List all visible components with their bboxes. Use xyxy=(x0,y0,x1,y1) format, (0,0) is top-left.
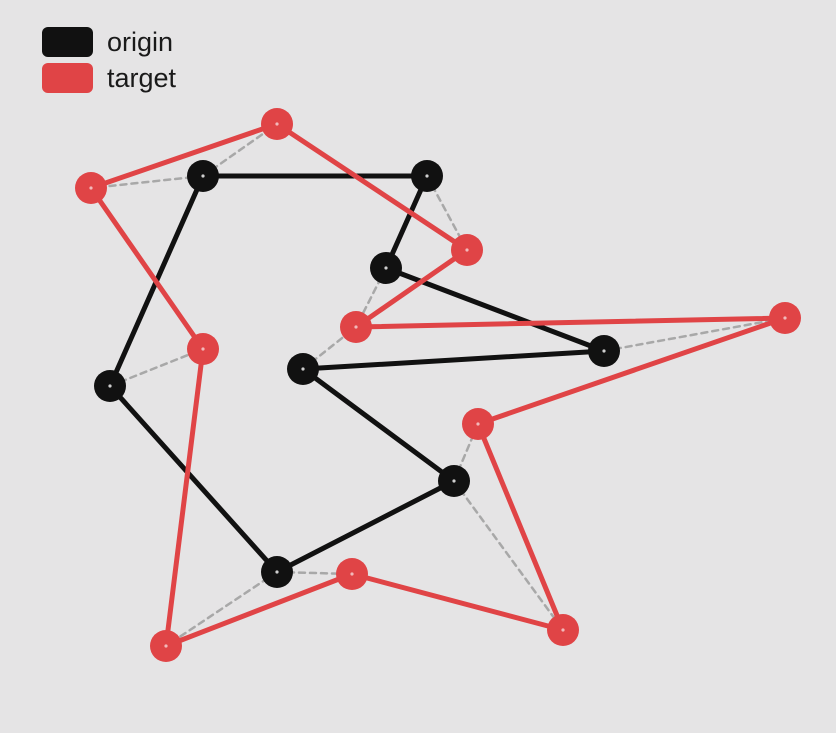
target-polygon xyxy=(88,121,788,649)
legend-item-target: target xyxy=(42,60,176,96)
target-node-center xyxy=(350,572,354,576)
target-node-center xyxy=(201,347,205,351)
target-node-center xyxy=(164,644,168,648)
origin-node-center xyxy=(425,174,429,178)
target-node-center xyxy=(275,122,279,126)
legend-item-origin: origin xyxy=(42,24,176,60)
target-node-center xyxy=(465,248,469,252)
target-node-center xyxy=(89,186,93,190)
correspondence-links xyxy=(89,122,787,648)
origin-node-center xyxy=(301,367,305,371)
correspondence-link xyxy=(452,479,565,632)
legend: origin target xyxy=(42,24,176,96)
target-node-center xyxy=(561,628,565,632)
origin-node-center xyxy=(452,479,456,483)
correspondence-link xyxy=(108,347,205,388)
correspondence-link xyxy=(164,570,279,648)
legend-label-target: target xyxy=(107,62,177,93)
correspondence-link xyxy=(89,174,205,190)
origin-node-center xyxy=(384,266,388,270)
target-node-center xyxy=(354,325,358,329)
origin-node-center xyxy=(275,570,279,574)
origin-swatch xyxy=(42,27,93,57)
target-nodes xyxy=(75,108,801,662)
origin-node-center xyxy=(108,384,112,388)
origin-node-center xyxy=(602,349,606,353)
target-node-center xyxy=(783,316,787,320)
target-outline xyxy=(88,121,788,649)
origin-nodes xyxy=(94,160,620,588)
correspondence-link xyxy=(602,316,787,353)
target-swatch xyxy=(42,63,93,93)
origin-node-center xyxy=(201,174,205,178)
legend-label-origin: origin xyxy=(107,26,174,57)
target-node-center xyxy=(476,422,480,426)
